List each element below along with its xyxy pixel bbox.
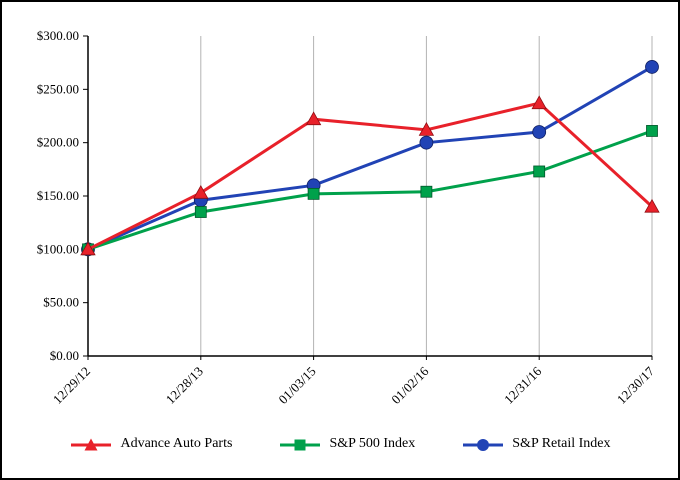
circle-marker — [419, 135, 434, 150]
legend-item-sp-retail-index: S&P Retail Index — [461, 436, 611, 452]
square-marker — [646, 125, 658, 137]
x-tick-label: 12/28/13 — [163, 364, 206, 407]
legend-triangle — [84, 438, 98, 450]
square-marker — [307, 187, 320, 200]
x-tick-label: 12/31/16 — [501, 363, 545, 407]
legend-square — [294, 439, 306, 450]
x-tick-label: 12/30/17 — [614, 363, 658, 407]
square-marker — [420, 185, 433, 198]
x-tick-label: 01/02/16 — [388, 363, 432, 407]
triangle-marker — [418, 122, 435, 136]
triangle-marker — [644, 198, 660, 213]
triangle-marker — [193, 184, 209, 199]
y-tick-label: $300.00 — [37, 28, 79, 43]
x-tick-label: 01/03/15 — [275, 364, 318, 407]
y-tick-label: $0.00 — [50, 348, 79, 363]
legend-label: S&P 500 Index — [329, 436, 416, 451]
legend-item-sp500-index: S&P 500 Index — [278, 436, 415, 452]
x-tick-label: 12/29/12 — [50, 364, 93, 407]
circle-marker — [532, 125, 547, 139]
y-tick-label: $50.00 — [43, 295, 79, 310]
y-tick-label: $100.00 — [37, 241, 79, 256]
triangle-marker — [80, 241, 96, 256]
chart-legend: Advance Auto Parts S&P 500 Index S&P Ret… — [2, 424, 678, 464]
y-tick-label: $250.00 — [37, 81, 79, 96]
circle-marker — [645, 60, 659, 74]
square-marker-icon — [280, 439, 321, 450]
triangle-marker-icon — [71, 438, 112, 450]
legend-circle — [477, 438, 490, 451]
series-line-triangle — [87, 101, 654, 251]
y-tick-label: $150.00 — [37, 188, 79, 203]
legend-label: Advance Auto Parts — [120, 436, 233, 451]
series-line-square — [87, 129, 653, 251]
legend-item-advance-auto-parts: Advance Auto Parts — [69, 436, 232, 452]
legend-label: S&P Retail Index — [512, 436, 611, 451]
plot-area: $0.00 $50.00 $100.00 $150.00 $200.00 $250.00 $… — [37, 28, 660, 407]
square-marker — [194, 206, 207, 218]
triangle-marker — [305, 111, 322, 126]
triangle-marker — [531, 95, 547, 110]
y-tick-label: $200.00 — [37, 135, 79, 150]
circle-marker-icon — [463, 438, 504, 451]
square-marker — [533, 165, 546, 178]
